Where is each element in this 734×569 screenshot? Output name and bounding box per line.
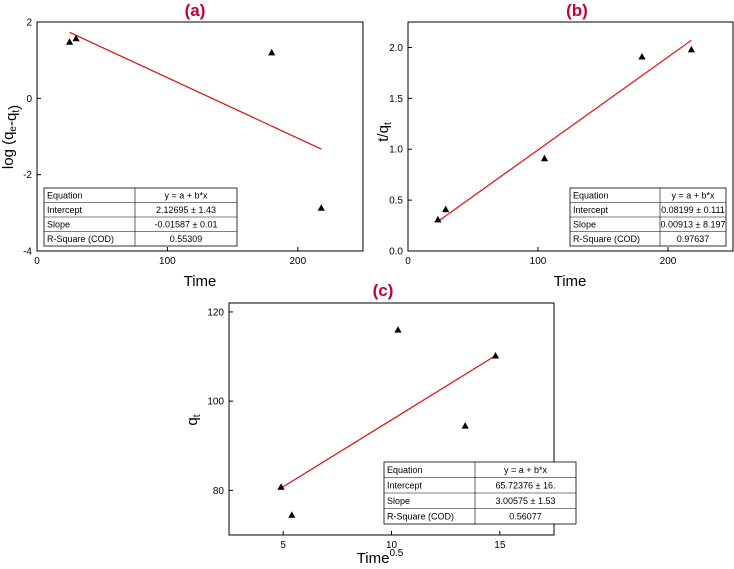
stats-label: R-Square (COD) bbox=[387, 511, 454, 521]
data-point bbox=[540, 154, 549, 162]
y-tick-label: 1.5 bbox=[389, 94, 403, 105]
plot-frame bbox=[36, 21, 364, 252]
panel-title: (b) bbox=[566, 1, 588, 20]
x-tick-label: 10 bbox=[386, 540, 398, 551]
stats-table: Equation y = a + b*x Intercept 0.08199 ± 0.… bbox=[569, 187, 727, 247]
stats-table: Equation y = a + b*x Intercept 2.12695 ± 1.… bbox=[43, 187, 238, 247]
x-tick-label: 0 bbox=[405, 256, 411, 267]
stats-label: Intercept bbox=[387, 480, 423, 490]
data-point bbox=[72, 34, 80, 42]
y-axis-label: t/qt bbox=[375, 122, 394, 142]
x-tick-label: 100 bbox=[530, 256, 547, 267]
stats-label: Slope bbox=[387, 496, 410, 506]
data-point bbox=[687, 45, 695, 53]
y-tick-label: -4 bbox=[23, 247, 32, 258]
stats-value: 0.08199 ± 0.111 bbox=[661, 205, 725, 215]
stats-label: R-Square (COD) bbox=[573, 234, 640, 244]
x-tick-label: 200 bbox=[289, 256, 306, 267]
stats-value: -0.01587 ± 0.01 bbox=[155, 219, 218, 229]
stats-label: Intercept bbox=[47, 205, 83, 215]
x-tick-label: 15 bbox=[494, 540, 506, 551]
panel-title: (a) bbox=[185, 1, 206, 20]
stats-value: 65.72376 ± 16. bbox=[496, 480, 556, 490]
y-tick-label: 0.5 bbox=[389, 196, 403, 207]
fit-line bbox=[69, 31, 322, 150]
data-point bbox=[277, 483, 285, 490]
y-tick-label: 1.0 bbox=[389, 145, 403, 156]
panel-c: (c) 5 10 15 80 100 120 Time0.5 qt Equation y = a +… bbox=[184, 281, 577, 567]
data-point bbox=[288, 511, 296, 518]
plot-frame bbox=[407, 21, 734, 252]
y-axis-label: qt bbox=[184, 414, 203, 425]
y-tick-label: 2 bbox=[26, 18, 32, 29]
stats-value: y = a + b*x bbox=[504, 465, 548, 475]
data-point bbox=[434, 215, 442, 223]
stats-value: 0.00913 ± 8.197 bbox=[661, 219, 726, 229]
fit-line bbox=[280, 355, 496, 489]
x-tick-label: 200 bbox=[660, 256, 677, 267]
y-tick-label: 2.0 bbox=[389, 43, 403, 54]
stats-label: Slope bbox=[47, 219, 70, 229]
y-tick-label: 0 bbox=[26, 94, 32, 105]
y-tick-label: 80 bbox=[213, 486, 225, 497]
stats-value: 0.55309 bbox=[170, 234, 203, 244]
data-point bbox=[317, 204, 325, 211]
y-tick-label: 120 bbox=[207, 307, 224, 318]
data-point bbox=[461, 422, 469, 429]
data-point bbox=[442, 205, 450, 213]
stats-label: Equation bbox=[47, 190, 83, 200]
x-axis-label: Time bbox=[184, 273, 217, 290]
stats-label: Equation bbox=[573, 190, 609, 200]
stats-value: 3.00575 ± 1.53 bbox=[496, 496, 556, 506]
data-point bbox=[268, 48, 276, 56]
stats-value: 0.56077 bbox=[509, 511, 542, 521]
x-tick-label: 0 bbox=[34, 256, 40, 267]
x-tick-label: 5 bbox=[280, 540, 286, 551]
stats-value: 2.12695 ± 1.43 bbox=[156, 205, 216, 215]
stats-value: y = a + b*x bbox=[164, 190, 208, 200]
stats-label: Equation bbox=[387, 465, 423, 475]
data-point bbox=[638, 53, 646, 60]
stats-value: y = a + b*x bbox=[671, 190, 715, 200]
y-tick-label: 0.0 bbox=[389, 247, 403, 258]
data-point bbox=[66, 38, 74, 45]
stats-label: R-Square (COD) bbox=[47, 234, 114, 244]
panel-a: (a) 0 100 200 -4 -2 0 2 Time log (qe-qt) Equation y… bbox=[0, 1, 364, 290]
fit-line bbox=[437, 39, 692, 222]
y-tick-label: -2 bbox=[23, 170, 32, 181]
x-tick-label: 100 bbox=[159, 256, 176, 267]
panel-title: (c) bbox=[373, 281, 394, 300]
stats-value: 0.97637 bbox=[677, 234, 710, 244]
x-axis-label: Time0.5 bbox=[357, 548, 404, 567]
y-axis-label: log (qe-qt) bbox=[0, 105, 23, 169]
panel-b: (b) 0 100 200 0.0 0.5 1.0 1.5 2.0 Time t/qt Equatio… bbox=[375, 1, 734, 290]
stats-table: Equation y = a + b*x Intercept 65.72376 ± 1… bbox=[383, 461, 577, 525]
stats-label: Slope bbox=[573, 219, 596, 229]
stats-label: Intercept bbox=[573, 205, 609, 215]
x-axis-label: Time bbox=[554, 273, 587, 290]
data-point bbox=[491, 352, 500, 359]
y-tick-label: 100 bbox=[207, 397, 224, 408]
data-point bbox=[394, 326, 402, 333]
